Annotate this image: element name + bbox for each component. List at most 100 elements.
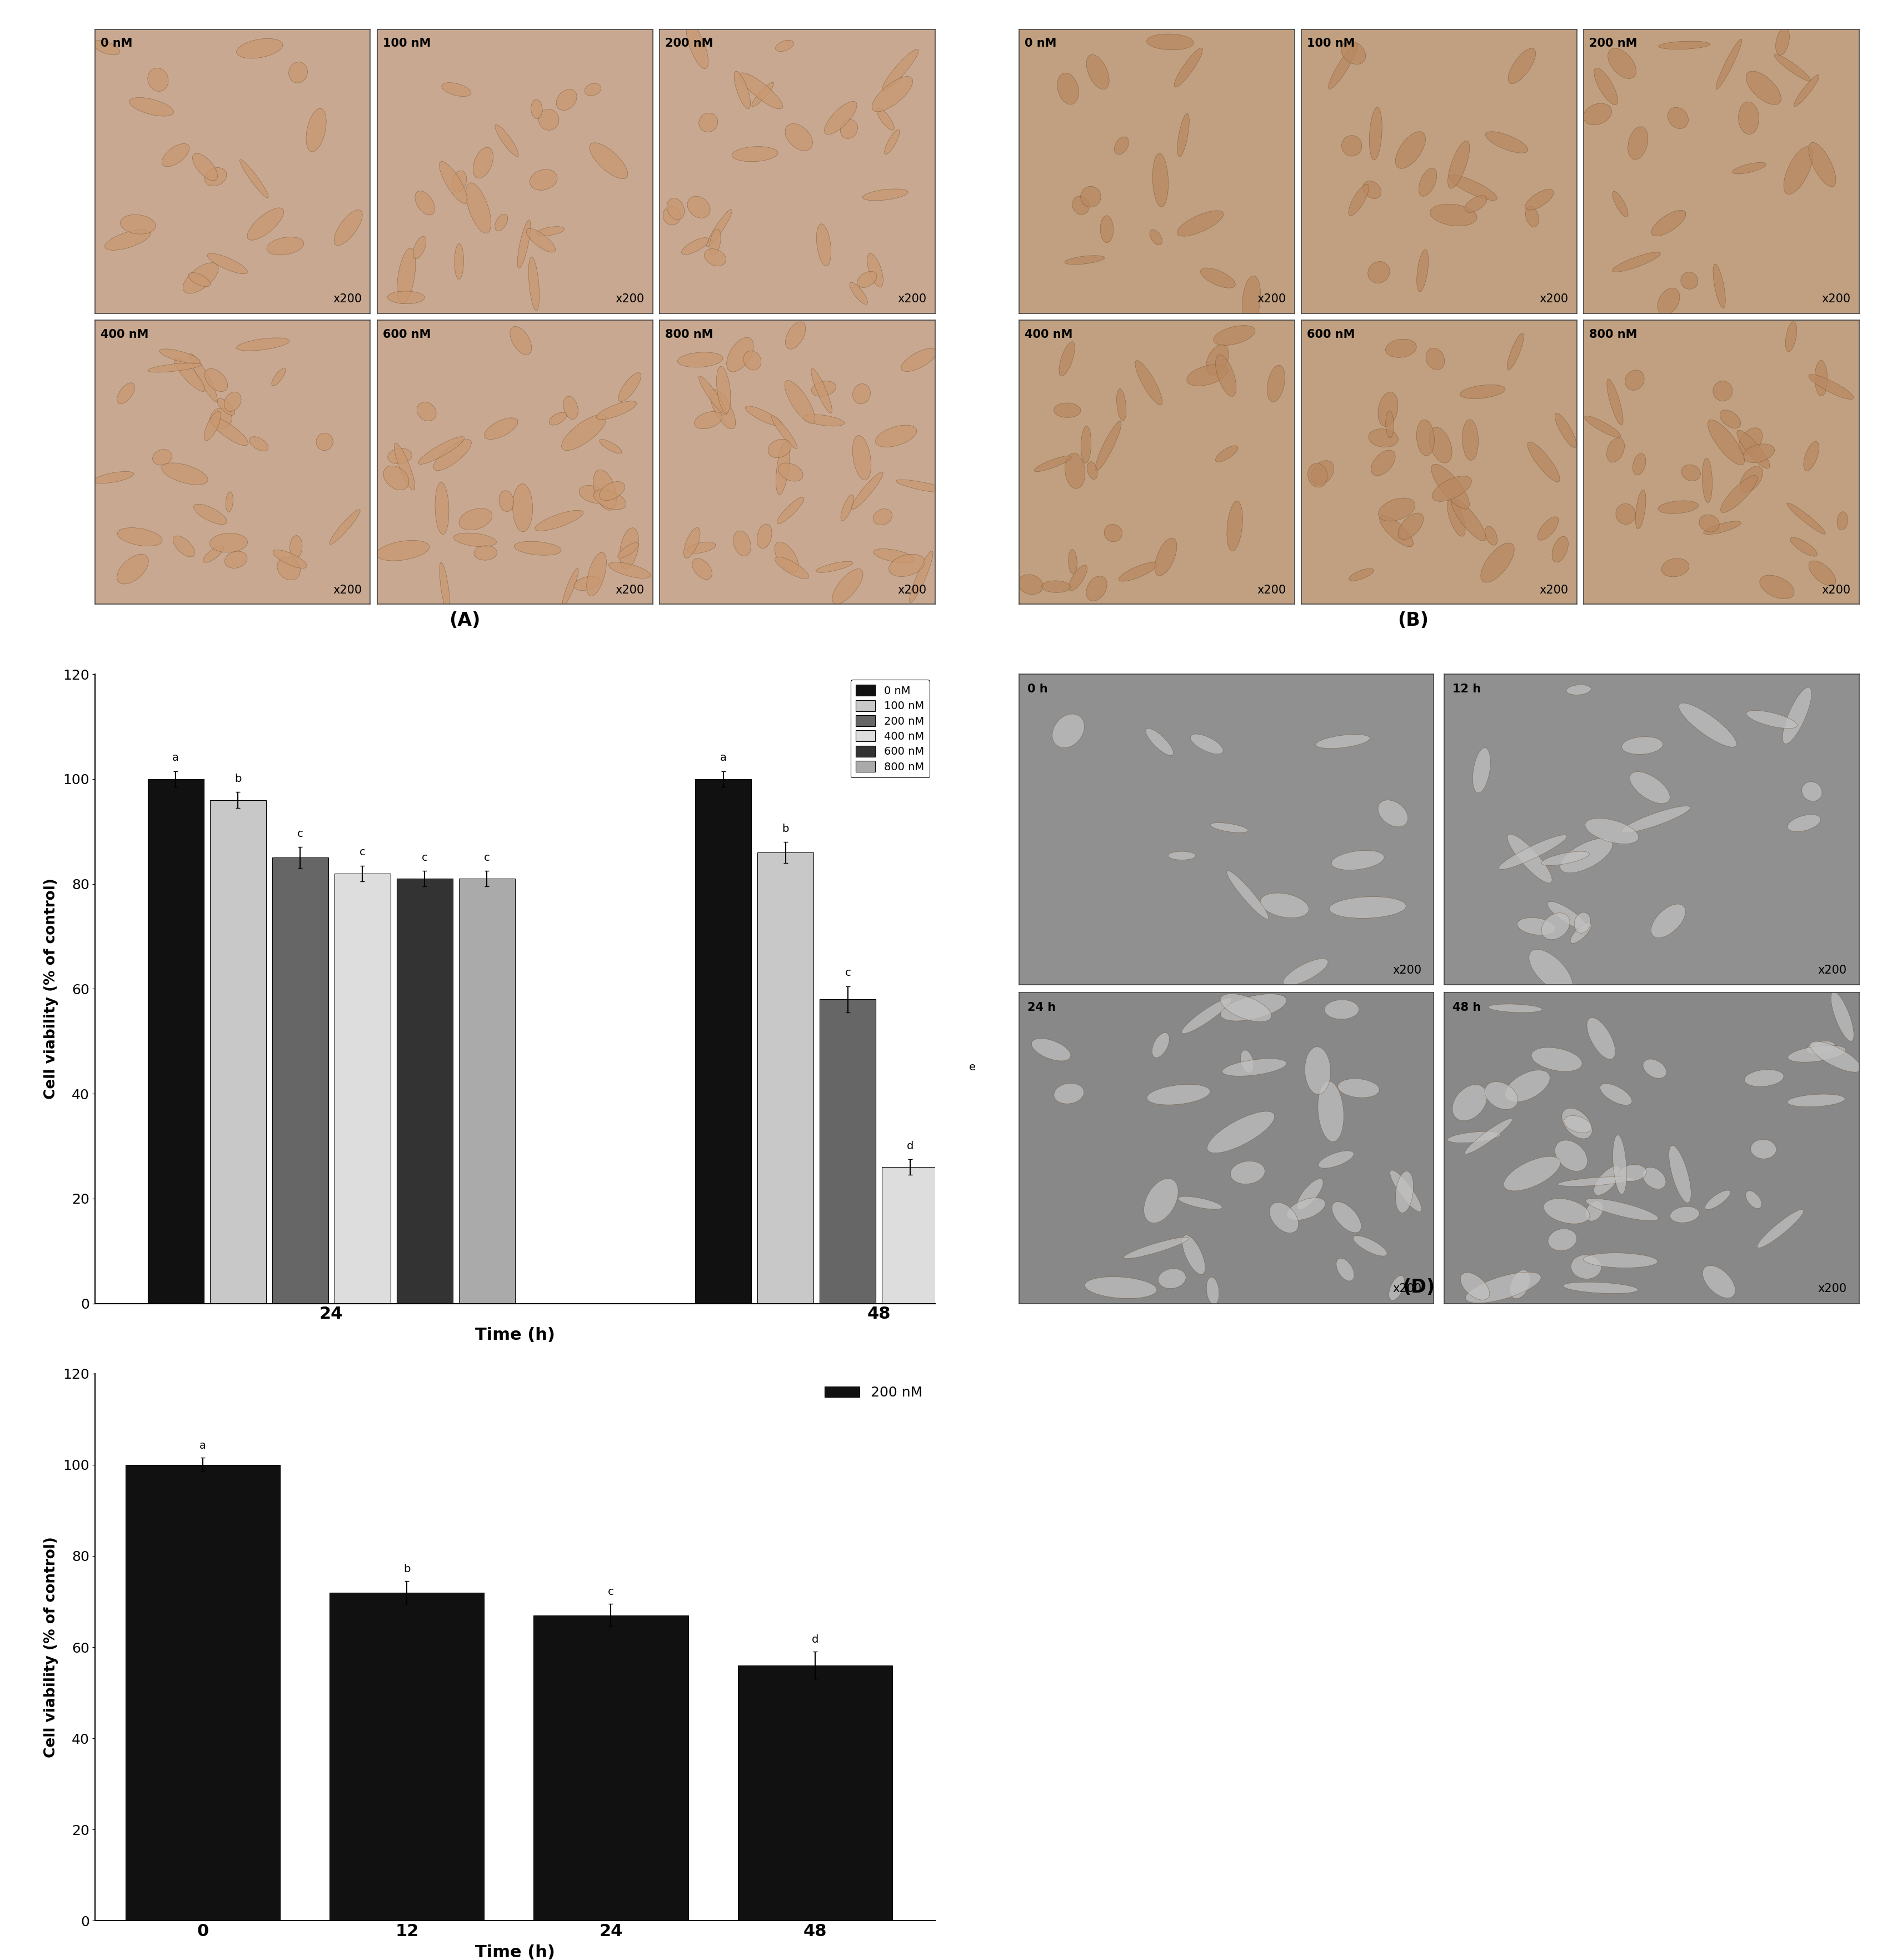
Ellipse shape [1174,47,1203,86]
X-axis label: Time (h): Time (h) [474,1944,554,1960]
Ellipse shape [586,553,607,596]
Ellipse shape [698,114,717,131]
Ellipse shape [1332,851,1385,870]
Ellipse shape [525,229,556,253]
Ellipse shape [415,190,434,216]
Ellipse shape [1379,515,1413,547]
Bar [396,878,453,1303]
Ellipse shape [1808,561,1836,586]
Ellipse shape [472,147,493,178]
Ellipse shape [417,437,465,465]
Ellipse shape [840,494,854,521]
Ellipse shape [1563,1115,1592,1133]
Ellipse shape [173,535,195,557]
Ellipse shape [618,543,637,559]
Y-axis label: Cell viability (% of control): Cell viability (% of control) [44,878,59,1100]
Ellipse shape [1466,1272,1540,1303]
Ellipse shape [1428,427,1451,463]
Ellipse shape [1182,1235,1205,1274]
Ellipse shape [609,563,651,578]
Ellipse shape [1542,851,1590,866]
Ellipse shape [1743,443,1774,463]
Ellipse shape [1732,163,1766,174]
Text: 400 nM: 400 nM [1024,329,1072,339]
Ellipse shape [207,253,247,274]
Ellipse shape [1643,1168,1666,1190]
Ellipse shape [1305,1047,1330,1094]
Ellipse shape [1593,69,1618,104]
Text: c: c [359,847,366,858]
Ellipse shape [1072,196,1089,214]
Ellipse shape [537,227,563,235]
Ellipse shape [1328,43,1358,88]
Ellipse shape [694,412,723,429]
Ellipse shape [1745,1070,1783,1086]
Ellipse shape [882,49,918,90]
Ellipse shape [273,549,307,568]
Ellipse shape [909,551,933,602]
Ellipse shape [1201,269,1235,288]
Ellipse shape [1398,514,1423,539]
Ellipse shape [1783,688,1812,743]
Ellipse shape [1081,425,1091,463]
Text: a: a [173,753,178,762]
Ellipse shape [1529,949,1573,994]
Ellipse shape [1548,1229,1576,1250]
Text: x200: x200 [1392,1284,1421,1294]
Ellipse shape [895,480,949,492]
Ellipse shape [1349,568,1373,580]
Ellipse shape [618,372,641,402]
Ellipse shape [1335,1258,1354,1282]
Ellipse shape [1760,574,1795,600]
Ellipse shape [1635,490,1647,529]
Ellipse shape [226,492,233,512]
Ellipse shape [1119,563,1157,582]
Ellipse shape [776,41,793,51]
Ellipse shape [1188,365,1227,386]
Ellipse shape [812,380,837,396]
Ellipse shape [1087,576,1108,602]
Ellipse shape [1318,1082,1343,1141]
Bar [945,1094,1000,1303]
Ellipse shape [1791,537,1817,557]
Ellipse shape [1318,1151,1354,1168]
Ellipse shape [1774,55,1810,80]
Ellipse shape [867,253,884,286]
Ellipse shape [687,24,708,69]
Ellipse shape [1432,476,1472,502]
Ellipse shape [1485,1082,1518,1109]
Ellipse shape [539,110,560,129]
Ellipse shape [1740,466,1762,492]
Ellipse shape [1144,1178,1178,1223]
Ellipse shape [1622,737,1664,755]
Ellipse shape [620,527,639,568]
Ellipse shape [852,472,882,510]
Ellipse shape [495,214,508,231]
Text: 24 h: 24 h [1028,1002,1055,1013]
Ellipse shape [1396,1172,1413,1213]
Text: 200 nM: 200 nM [666,37,713,49]
Ellipse shape [271,368,286,386]
Ellipse shape [1738,431,1770,468]
Ellipse shape [387,292,425,304]
Ellipse shape [434,482,450,535]
Ellipse shape [757,523,772,549]
Ellipse shape [1630,772,1669,804]
Ellipse shape [317,433,334,451]
Text: 0 h: 0 h [1028,684,1047,694]
Ellipse shape [1802,782,1821,802]
Ellipse shape [1704,521,1741,535]
Ellipse shape [467,182,491,233]
Ellipse shape [1584,416,1620,437]
Ellipse shape [152,449,173,465]
Ellipse shape [1612,1135,1626,1194]
Ellipse shape [1599,1084,1631,1105]
Ellipse shape [677,353,723,367]
Ellipse shape [205,412,220,441]
Ellipse shape [727,337,753,372]
Bar [330,1592,484,1921]
Ellipse shape [129,98,175,116]
Ellipse shape [1567,684,1592,696]
Ellipse shape [120,216,156,233]
Ellipse shape [1518,917,1556,935]
